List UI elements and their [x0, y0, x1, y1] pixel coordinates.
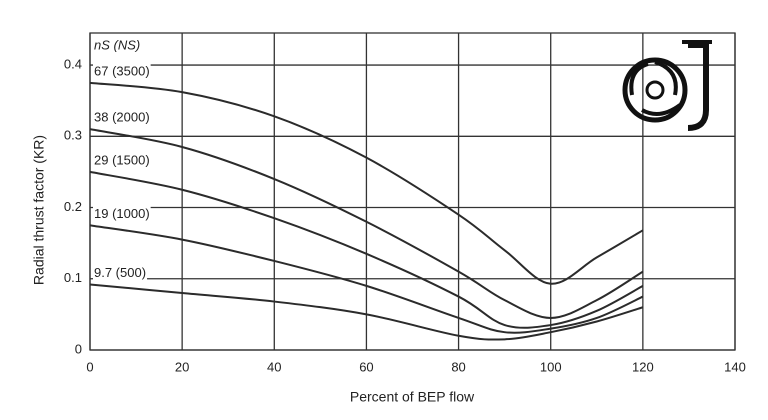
series-label: 29 (1500)	[94, 152, 150, 167]
series-label: 38 (2000)	[94, 110, 150, 125]
label-background	[93, 37, 142, 53]
series-line	[89, 81, 644, 285]
x-tick-label: 100	[540, 359, 562, 374]
grid	[89, 32, 736, 351]
x-tick-label: 140	[724, 359, 746, 374]
label-background	[93, 63, 151, 79]
label-background	[93, 264, 148, 280]
x-tick-label: 60	[359, 359, 373, 374]
x-axis-label: Percent of BEP flow	[350, 389, 475, 405]
legend-title: nS (NS)	[94, 37, 140, 52]
series-line	[89, 170, 644, 329]
y-axis-label: Radial thrust factor (KR)	[31, 135, 47, 285]
x-tick-label: 120	[632, 359, 654, 374]
label-background	[93, 152, 151, 168]
series-label: 9.7 (500)	[94, 265, 146, 280]
plot-frame	[89, 32, 736, 351]
series-label: 67 (3500)	[94, 63, 150, 78]
series-line	[89, 224, 644, 334]
x-tick-label: 0	[86, 359, 93, 374]
logo	[622, 40, 712, 131]
label-background	[93, 109, 151, 125]
label-background	[93, 205, 151, 221]
y-tick-label: 0.2	[64, 199, 82, 214]
y-tick-label: 0.1	[64, 270, 82, 285]
series-line	[89, 128, 644, 319]
x-tick-label: 40	[267, 359, 281, 374]
series-line	[89, 283, 644, 341]
y-tick-label: 0.4	[64, 56, 82, 71]
x-tick-label: 80	[451, 359, 465, 374]
x-tick-label: 20	[175, 359, 189, 374]
y-tick-label: 0	[75, 341, 82, 356]
series-label: 19 (1000)	[94, 206, 150, 221]
y-tick-label: 0.3	[64, 128, 82, 143]
